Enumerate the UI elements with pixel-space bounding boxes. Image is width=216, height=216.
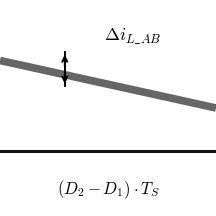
Text: $(D_2-D_1)\cdot T_S$: $(D_2-D_1)\cdot T_S$ [57,179,159,202]
Text: $\Delta i_{L\_AB}$: $\Delta i_{L\_AB}$ [104,27,161,46]
